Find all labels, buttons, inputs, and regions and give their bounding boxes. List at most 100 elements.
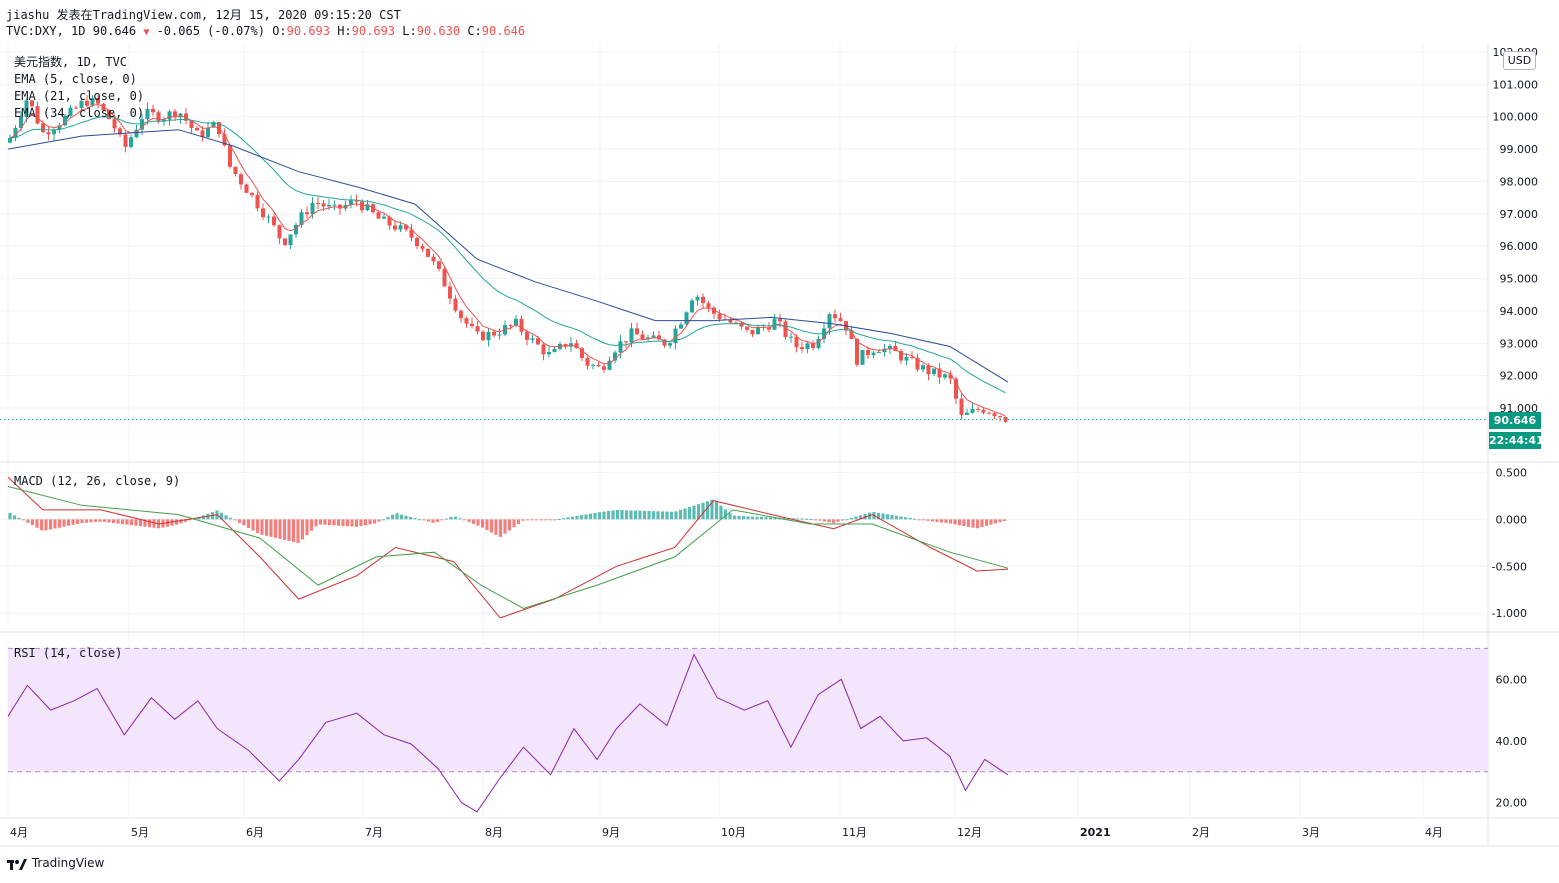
- macd-histogram-bar: [116, 519, 120, 524]
- macd-histogram-bar: [957, 519, 962, 526]
- macd-histogram-bar: [948, 519, 953, 524]
- price-tick-label: 99.000: [1500, 143, 1539, 156]
- candle-body: [536, 338, 540, 345]
- macd-histogram-bar: [665, 511, 669, 520]
- macd-histogram-bar: [183, 519, 188, 522]
- tradingview-logo[interactable]: TradingView: [6, 856, 104, 871]
- author-name: jiashu: [6, 8, 50, 22]
- candle-body: [376, 212, 381, 219]
- macd-histogram-bar: [683, 508, 687, 520]
- candle-body: [662, 339, 667, 346]
- candle-body: [173, 111, 177, 118]
- macd-histogram-bar: [651, 511, 656, 520]
- candle-body: [563, 344, 568, 347]
- macd-histogram-bar: [233, 519, 237, 521]
- open-label: O:: [272, 24, 287, 38]
- macd-histogram-bar: [426, 519, 431, 522]
- legend-ema21[interactable]: EMA (21, close, 0): [14, 89, 145, 103]
- time-tick-label: 4月: [1425, 826, 1443, 839]
- macd-histogram-bar: [633, 510, 638, 520]
- candle-body: [420, 246, 425, 249]
- candle-body: [827, 314, 832, 329]
- legend-rsi[interactable]: RSI (14, close): [14, 646, 123, 660]
- candle-body: [871, 352, 876, 356]
- macd-histogram-bar: [854, 516, 858, 520]
- candle-body: [756, 326, 760, 335]
- price-tick-label: 101.000: [1493, 78, 1539, 91]
- macd-histogram-bar: [179, 519, 183, 524]
- macd-histogram-bar: [449, 516, 453, 520]
- macd-histogram-bar: [170, 519, 174, 526]
- candle-body: [745, 326, 749, 330]
- candle-body: [217, 121, 221, 135]
- macd-histogram-bar: [831, 519, 836, 524]
- candle-body: [112, 119, 117, 129]
- legend-macd[interactable]: MACD (12, 26, close, 9): [14, 474, 181, 488]
- macd-histogram-bar: [966, 519, 971, 527]
- macd-histogram-bar: [323, 519, 327, 525]
- candle-body: [156, 112, 161, 122]
- candle-body: [877, 352, 881, 354]
- macd-histogram-bar: [305, 519, 309, 536]
- candle-body: [19, 116, 23, 128]
- high-value: 90.693: [351, 24, 396, 38]
- candle-body: [327, 205, 331, 207]
- time-tick-label: 2021: [1080, 826, 1111, 839]
- legend-title[interactable]: 美元指数, 1D, TVC: [14, 55, 128, 69]
- macd-histogram-bar: [102, 519, 107, 522]
- candle-body: [261, 208, 265, 218]
- macd-histogram-bar: [435, 519, 440, 522]
- candle-body: [519, 318, 524, 332]
- legend-ema5[interactable]: EMA (5, close, 0): [14, 72, 137, 86]
- macd-histogram-bar: [314, 519, 318, 527]
- candle-body: [266, 216, 271, 218]
- legend-ema34[interactable]: EMA (34, close, 0): [14, 106, 145, 120]
- macd-histogram-bar: [237, 519, 242, 523]
- price-tick-label: 92.000: [1500, 370, 1539, 383]
- macd-histogram-bar: [561, 518, 566, 520]
- candle-body: [657, 335, 661, 340]
- macd-histogram-bar: [917, 519, 921, 521]
- price-tick-label: 93.000: [1500, 337, 1539, 350]
- candle-body: [24, 100, 29, 117]
- macd-histogram-bar: [624, 510, 629, 520]
- macd-histogram-bar: [494, 519, 498, 535]
- candle-body: [134, 129, 139, 138]
- macd-histogram-bar: [696, 504, 701, 520]
- candle-body: [596, 365, 601, 367]
- macd-histogram-bar: [278, 519, 282, 539]
- macd-histogram-bar: [57, 519, 62, 528]
- last-price: 90.646: [92, 24, 137, 38]
- macd-histogram-bar: [242, 519, 246, 526]
- currency-button[interactable]: USD: [1503, 51, 1536, 70]
- candle-body: [948, 374, 953, 379]
- candle-body: [332, 204, 337, 206]
- candle-body: [646, 337, 650, 340]
- candle-body: [46, 132, 51, 135]
- macd-histogram-bar: [399, 514, 404, 520]
- macd-histogram-bar: [174, 519, 179, 525]
- candle-body: [349, 200, 353, 205]
- candle-body: [255, 194, 260, 209]
- candle-body: [789, 336, 793, 338]
- macd-histogram-bar: [332, 519, 336, 526]
- price-change: -0.065 (-0.07%): [156, 24, 265, 38]
- macd-histogram-bar: [521, 519, 525, 521]
- macd-histogram-bar: [489, 519, 494, 533]
- macd-histogram-bar: [926, 519, 930, 521]
- macd-histogram-bar: [863, 513, 867, 520]
- macd-histogram-bar: [264, 519, 269, 536]
- macd-histogram-bar: [678, 509, 683, 520]
- macd-histogram-bar: [75, 519, 80, 524]
- macd-histogram-bar: [12, 515, 17, 520]
- macd-histogram-bar: [89, 519, 93, 523]
- candle-body: [365, 204, 370, 211]
- candle-body: [167, 111, 172, 120]
- candle-body: [415, 237, 419, 247]
- ohlc-header: TVC:DXY, 1D 90.646 ▼ -0.065 (-0.07%) O:9…: [6, 24, 525, 38]
- candle-body: [943, 374, 947, 378]
- macd-histogram-bar: [705, 501, 710, 520]
- macd-histogram-bar: [993, 519, 998, 524]
- price-tick-label: 98.000: [1500, 175, 1539, 188]
